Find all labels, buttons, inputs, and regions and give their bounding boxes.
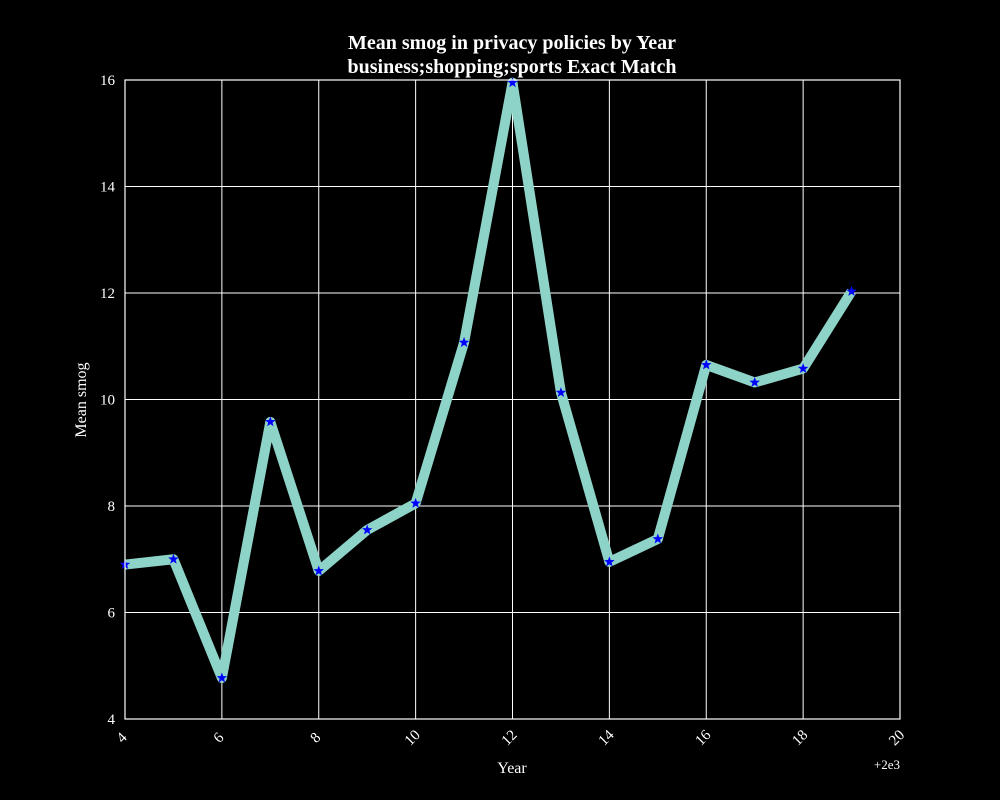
x-tick-label: 12 xyxy=(499,727,521,749)
data-point-marker xyxy=(797,363,809,374)
data-point-marker xyxy=(410,497,421,508)
x-tick-label: 16 xyxy=(692,727,714,749)
x-tick-label: 10 xyxy=(402,727,424,749)
x-tick-label: 14 xyxy=(596,727,618,749)
y-axis-label: Mean smog xyxy=(73,362,90,437)
data-point-marker xyxy=(265,416,276,427)
y-tick-label: 6 xyxy=(108,606,116,622)
tick-labels: 4 6 8 10 12 14 16 18 20 4 6 8 10 12 14 16 xyxy=(100,73,908,749)
series-layer xyxy=(119,77,857,683)
data-point-marker xyxy=(168,553,179,564)
data-point-marker xyxy=(216,672,228,683)
y-tick-label: 4 xyxy=(108,712,116,728)
data-point-marker xyxy=(361,524,373,535)
x-tick-label: 18 xyxy=(789,727,811,749)
x-offset-label: +2e3 xyxy=(874,757,900,772)
data-point-marker xyxy=(846,285,857,296)
chart-subtitle: business;shopping;sports Exact Match xyxy=(348,56,677,78)
x-axis-label: Year xyxy=(497,760,527,777)
y-tick-label: 16 xyxy=(100,73,116,89)
data-point-marker xyxy=(701,359,712,370)
x-tick-label: 20 xyxy=(886,727,908,749)
data-point-marker xyxy=(749,376,760,387)
x-tick-label: 8 xyxy=(308,730,325,747)
x-tick-label: 4 xyxy=(114,730,131,747)
data-point-marker xyxy=(313,565,324,576)
y-tick-label: 14 xyxy=(100,180,116,196)
grid xyxy=(124,79,901,720)
chart-title: Mean smog in privacy policies by Year xyxy=(348,32,676,54)
x-tick-label: 6 xyxy=(211,730,228,747)
series-line xyxy=(124,77,856,683)
y-tick-label: 12 xyxy=(100,286,115,302)
y-tick-label: 10 xyxy=(100,393,115,409)
data-point-marker xyxy=(458,337,470,347)
data-point-marker xyxy=(604,556,615,567)
plot-frame xyxy=(124,79,901,720)
data-point-marker xyxy=(652,533,664,544)
data-point-marker xyxy=(507,77,518,88)
y-tick-label: 8 xyxy=(108,499,116,515)
data-point-marker xyxy=(555,387,567,398)
